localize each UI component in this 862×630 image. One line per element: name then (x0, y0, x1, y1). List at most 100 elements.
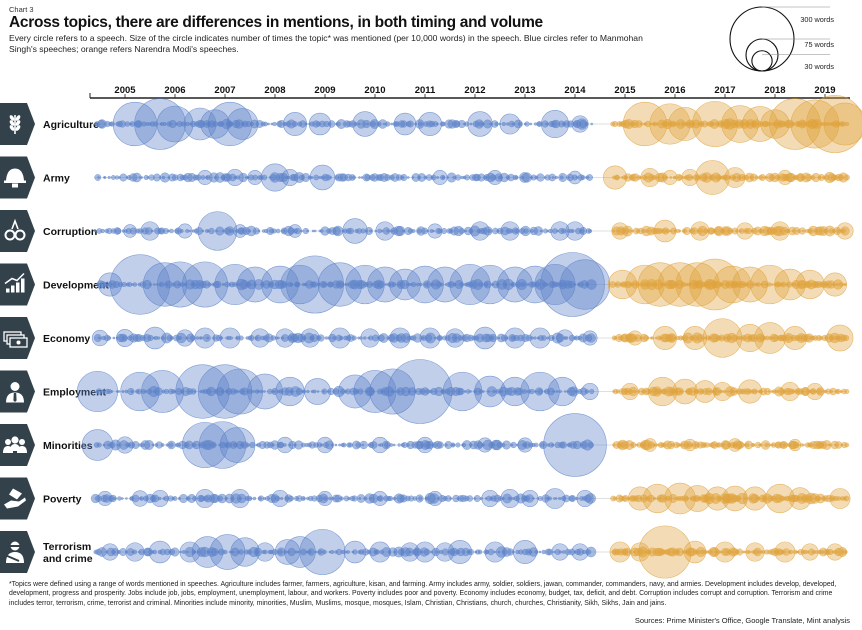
speech-marker (678, 229, 682, 233)
speech-bubble (513, 540, 537, 564)
speech-bubble (823, 102, 862, 146)
speech-marker (110, 175, 116, 180)
speech-bubble (299, 529, 346, 575)
speech-marker (338, 335, 344, 341)
speech-marker (792, 122, 795, 126)
speech-marker (132, 549, 138, 555)
speech-marker (547, 496, 552, 501)
speech-bubble (823, 272, 847, 297)
speech-bubble (449, 263, 491, 306)
x-tick-label-2015: 2015 (614, 85, 636, 96)
topic-row-corruption: Corruption (0, 210, 854, 252)
speech-marker (580, 175, 586, 180)
speech-bubble (543, 413, 607, 477)
speech-bubble (653, 326, 677, 350)
speech-marker (840, 226, 850, 236)
speech-bubble (668, 107, 702, 141)
speech-bubble (197, 170, 213, 185)
speech-marker (505, 336, 509, 340)
speech-bubble (342, 218, 368, 244)
speech-marker (358, 176, 361, 179)
speech-bubble (642, 483, 673, 514)
speech-bubble (286, 255, 344, 314)
speech-marker (259, 389, 264, 394)
speech-bubble (662, 170, 678, 185)
helmet-icon (0, 156, 35, 199)
speech-bubble (116, 329, 134, 347)
speech-bubble (261, 265, 299, 304)
speech-marker (418, 496, 423, 501)
speech-marker (193, 550, 196, 554)
speech-marker (103, 282, 109, 287)
speech-marker (387, 495, 394, 502)
speech-marker (802, 443, 805, 447)
speech-bubble (544, 488, 566, 509)
speech-bubble (316, 436, 334, 454)
speech-marker (630, 441, 637, 449)
speech-bubble (345, 264, 385, 305)
speech-marker (372, 390, 376, 393)
speech-bubble (760, 109, 790, 139)
speech-marker (158, 281, 165, 288)
speech-marker (684, 496, 689, 501)
speech-marker (546, 548, 554, 556)
speech-bubble (148, 540, 172, 564)
speech-marker (488, 333, 498, 343)
speech-marker (347, 227, 354, 235)
speech-bubble (419, 327, 441, 349)
speech-marker (665, 176, 669, 179)
speech-marker (564, 390, 567, 393)
speech-marker (172, 496, 178, 501)
speech-marker (121, 389, 125, 394)
speech-bubble (640, 167, 660, 188)
x-tick-label-2017: 2017 (714, 85, 735, 96)
speech-bubble (675, 262, 720, 307)
bubbles-development (96, 252, 847, 317)
speech-bubble (207, 101, 253, 147)
speech-marker (843, 334, 850, 342)
speech-marker (328, 120, 336, 128)
speech-marker (138, 176, 141, 179)
speech-bubble (777, 170, 793, 185)
speech-marker (554, 175, 558, 180)
speech-bubble (683, 540, 707, 564)
speech-bubble (343, 540, 367, 564)
person-tie-icon (0, 370, 35, 413)
speech-marker (449, 497, 453, 500)
speech-marker (324, 336, 329, 340)
speech-marker (199, 336, 204, 340)
speech-bubble (120, 371, 160, 412)
speech-bubble (260, 163, 289, 192)
speech-marker (207, 282, 212, 287)
speech-marker (551, 176, 555, 179)
speech-bubble (182, 422, 228, 468)
speech-marker (151, 443, 155, 447)
speech-bubble (123, 224, 137, 238)
speech-marker (844, 121, 850, 127)
speech-bubble (140, 221, 160, 241)
speech-marker (275, 228, 281, 234)
speech-marker (363, 336, 367, 340)
topic-label-minorities: Minorities (43, 440, 93, 452)
speech-marker (310, 176, 314, 179)
speech-marker (436, 550, 439, 554)
topic-label-development: Development (43, 280, 109, 292)
legend-label-30: 30 words (804, 62, 834, 71)
speech-marker (408, 550, 412, 554)
speech-bubble (418, 112, 442, 136)
topic-row-agriculture: Agriculture (0, 95, 862, 153)
speech-marker (312, 389, 317, 394)
speech-marker (206, 336, 210, 340)
speech-bubble (288, 224, 302, 238)
speech-bubble (684, 485, 711, 512)
legend-label-300: 300 words (800, 15, 834, 24)
speech-bubble (304, 378, 331, 405)
masked-figure-icon (0, 531, 35, 573)
topic-label-poverty: Poverty (43, 494, 82, 506)
speech-marker (523, 228, 529, 234)
speech-marker (294, 281, 301, 288)
speech-marker (464, 174, 471, 181)
speech-bubble (672, 378, 698, 405)
speech-marker (501, 121, 506, 127)
speech-bubble (76, 370, 119, 413)
